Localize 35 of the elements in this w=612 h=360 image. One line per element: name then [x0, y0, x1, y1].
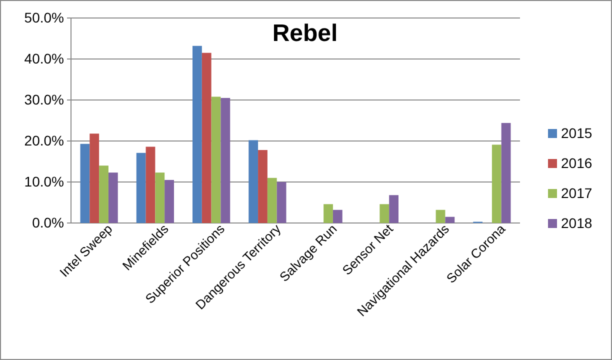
bar	[136, 152, 146, 223]
y-tick-label: 10.0%	[24, 173, 64, 190]
bar	[220, 98, 230, 223]
bar	[155, 172, 165, 223]
bar	[267, 178, 277, 223]
chart-title: Rebel	[272, 20, 338, 47]
y-tick-label: 30.0%	[24, 91, 64, 108]
bar	[90, 134, 100, 223]
bar	[248, 140, 258, 223]
y-tick-label: 50.0%	[24, 9, 64, 26]
y-tick-label: 20.0%	[24, 132, 64, 148]
legend-label: 2015	[561, 124, 592, 141]
bar	[389, 195, 398, 223]
bar	[146, 146, 156, 223]
bar	[211, 96, 221, 223]
bar	[436, 210, 446, 223]
y-tick-label: 0.0%	[32, 214, 64, 230]
bar	[202, 52, 212, 223]
bar	[164, 180, 174, 223]
bar	[276, 182, 286, 223]
bar	[80, 144, 90, 223]
bar	[501, 122, 511, 223]
bar	[99, 166, 108, 223]
legend-label: 2016	[561, 154, 592, 171]
legend-label: 2018	[561, 214, 592, 231]
y-tick-label: 40.0%	[24, 50, 64, 66]
bar	[108, 172, 118, 223]
bar	[445, 216, 455, 223]
bar	[332, 210, 342, 223]
bar	[258, 150, 268, 223]
bar	[324, 204, 333, 223]
bar	[380, 204, 390, 223]
legend-label: 2017	[561, 184, 592, 201]
bar	[192, 46, 202, 223]
bar	[492, 144, 502, 223]
